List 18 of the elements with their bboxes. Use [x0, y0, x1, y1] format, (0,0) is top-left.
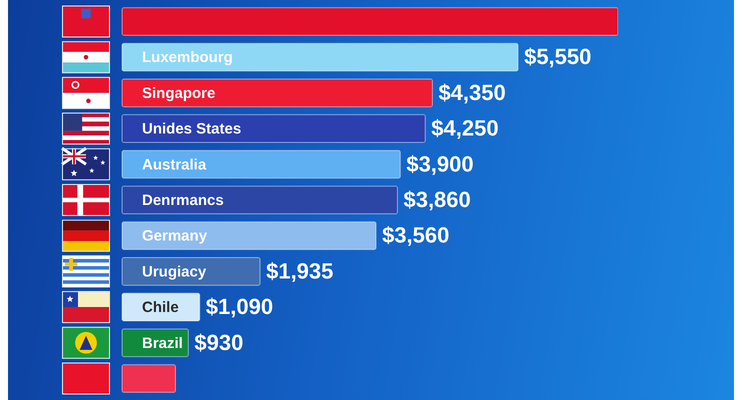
y-tick-label: Singapore [142, 84, 216, 102]
y-tick-label: Chile [142, 299, 179, 316]
data-label: $3,900 [406, 151, 474, 176]
y-tick-label: Unides States [142, 120, 242, 138]
data-label: $930 [194, 330, 244, 355]
y-tick-label: Brazil [142, 334, 183, 352]
data-label: $3,560 [382, 222, 450, 248]
data-label: $4,350 [438, 80, 506, 105]
data-label: $3,860 [403, 187, 471, 212]
y-tick-label: Germany [142, 228, 208, 245]
y-tick-label: Denrmancs [142, 192, 224, 209]
data-label: $1,090 [206, 294, 274, 320]
data-label: $5,550 [524, 44, 592, 70]
y-tick-label: Australia [142, 156, 207, 174]
data-label: $1,935 [266, 258, 334, 284]
data-label: $4,250 [431, 116, 499, 141]
y-tick-label: Luxembourg [142, 49, 233, 66]
y-tick-label: Urugiacy [142, 263, 207, 280]
